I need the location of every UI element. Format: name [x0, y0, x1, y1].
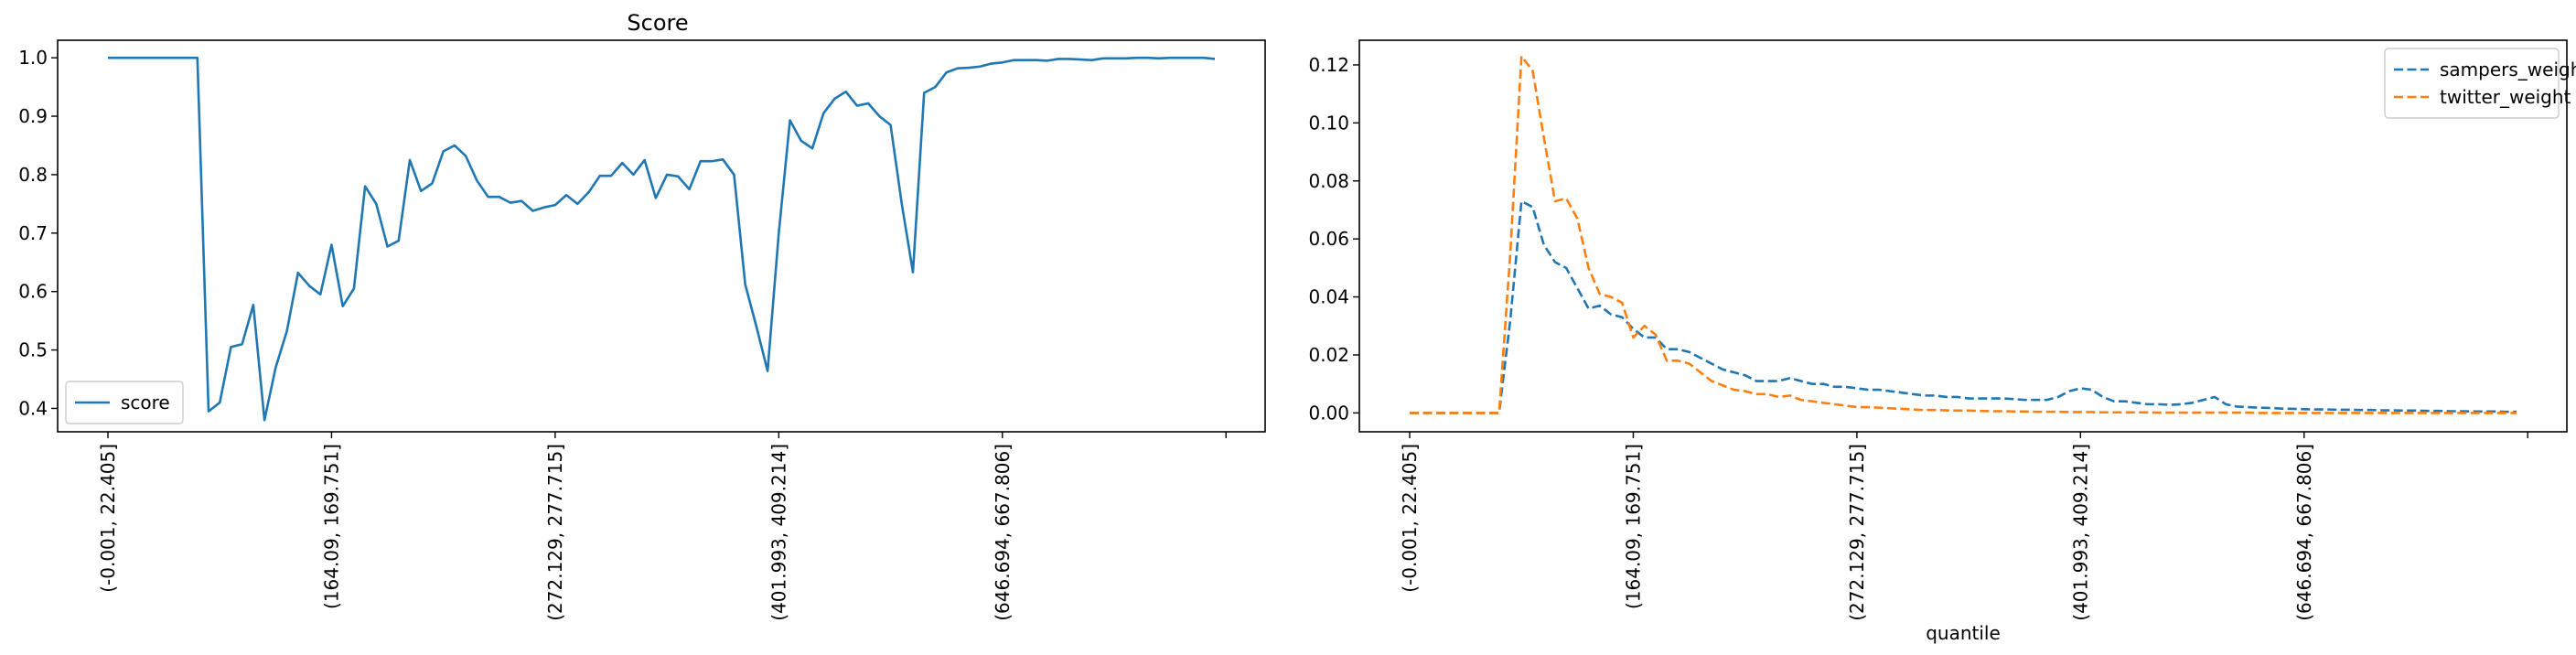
plot-frame [57, 39, 1266, 433]
x-tick-label: (401.993, 409.214] [767, 444, 789, 621]
x-tick-label: (646.694, 667.806] [2293, 444, 2315, 621]
y-tick-label: 0.9 [18, 105, 48, 127]
legend: sampers_weight twitter_weight [2384, 48, 2576, 119]
x-axis-label: quantile [1926, 622, 2001, 644]
y-tick-label: 0.08 [1308, 170, 1349, 192]
weights-chart: 0.00 0.02 0.04 0.06 0.08 0.10 0.12 (-0.001, 22.… [1308, 39, 2576, 644]
y-tick-label: 0.02 [1308, 344, 1349, 366]
legend-entry-label: sampers_weight [2440, 59, 2576, 81]
x-tick-label: (164.09, 169.751] [320, 444, 342, 609]
series-line-score [108, 56, 1216, 422]
chart-title: Score [627, 10, 688, 36]
y-tick-label: 0.06 [1308, 228, 1349, 250]
legend-box [2384, 48, 2560, 119]
plot-frame [1358, 39, 2568, 433]
x-tick-label: (-0.001, 22.405] [1399, 444, 1421, 593]
x-tick-label: (401.993, 409.214] [2069, 444, 2091, 621]
y-tick-label: 0.7 [18, 222, 48, 244]
x-tick-label: (272.129, 277.715] [544, 444, 566, 621]
x-tick-label: (-0.001, 22.405] [97, 444, 119, 593]
y-tick-label: 0.4 [18, 397, 48, 419]
y-tick-label: 0.12 [1308, 54, 1349, 76]
legend-entry-label: score [121, 392, 170, 413]
y-tick-label: 0.10 [1308, 112, 1349, 134]
score-chart: Score 0.4 0.5 0.6 0.7 0.8 0.9 1.0 (-0.001, 22.4… [18, 10, 1266, 621]
series-line-sampers-weight [1410, 199, 2517, 414]
x-tick-label: (646.694, 667.806] [992, 444, 1014, 621]
x-tick-label: (164.09, 169.751] [1622, 444, 1644, 609]
y-tick-label: 1.0 [18, 47, 48, 69]
y-tick-label: 0.5 [18, 339, 48, 361]
legend: score [65, 381, 184, 424]
y-tick-label: 0.6 [18, 281, 48, 303]
y-tick-label: 0.04 [1308, 286, 1349, 308]
legend-entry-label: twitter_weight [2440, 86, 2571, 108]
y-tick-label: 0.8 [18, 164, 48, 186]
series-line-twitter-weight [1410, 55, 2517, 414]
y-tick-label: 0.00 [1308, 402, 1349, 424]
x-tick-label: (272.129, 277.715] [1846, 444, 1868, 621]
legend-box [65, 381, 184, 424]
